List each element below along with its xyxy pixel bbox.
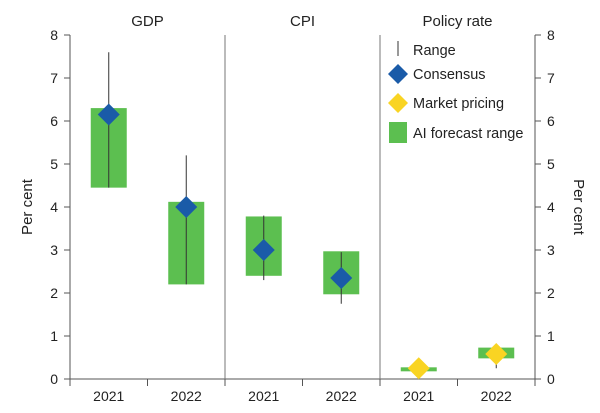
- y-tick-label-right: 8: [547, 27, 555, 43]
- y-tick-label-right: 4: [547, 199, 555, 215]
- consensus-marker: [330, 266, 353, 289]
- market-pricing-marker: [407, 357, 430, 380]
- x-tick-label: 2022: [481, 388, 512, 404]
- y-axis-title-right: Per cent: [570, 179, 587, 236]
- y-tick-label-right: 5: [547, 156, 555, 172]
- legend-forecast-swatch: [389, 122, 407, 143]
- legend-label-consensus: Consensus: [413, 67, 486, 83]
- consensus-marker: [175, 196, 198, 218]
- legend: Range Consensus Market pricing AI forecast …: [388, 41, 523, 143]
- forecast-range-bars: [90, 108, 515, 372]
- panel-title: GDP: [131, 13, 164, 30]
- y-tick-label-left: 6: [50, 113, 58, 129]
- y-tick-label-left: 0: [50, 371, 58, 387]
- x-tick-label: 2021: [93, 388, 124, 404]
- y-tick-label-left: 8: [50, 27, 58, 43]
- y-tick-label-left: 1: [50, 328, 58, 344]
- panel-title: CPI: [290, 13, 315, 30]
- panel-title: Policy rate: [422, 13, 492, 30]
- y-tick-label-left: 2: [50, 285, 58, 301]
- y-tick-label-left: 7: [50, 70, 58, 86]
- y-tick-label-left: 3: [50, 242, 58, 258]
- y-tick-label-right: 0: [547, 371, 555, 387]
- y-tick-label-right: 6: [547, 113, 555, 129]
- y-tick-label-left: 4: [50, 199, 58, 215]
- y-tick-label-right: 2: [547, 285, 555, 301]
- y-tick-label-left: 5: [50, 156, 58, 172]
- legend-market-pricing-swatch: [388, 93, 408, 113]
- y-tick-label-right: 3: [547, 242, 555, 258]
- x-tick-label: 2022: [171, 388, 202, 404]
- market-pricing-marker: [485, 343, 508, 366]
- legend-label-range: Range: [413, 43, 456, 59]
- x-tick-label: 2022: [326, 388, 357, 404]
- y-tick-label-right: 7: [547, 70, 555, 86]
- plot-frame: [64, 34, 541, 386]
- legend-label-market-pricing: Market pricing: [413, 96, 504, 112]
- x-tick-label: 2021: [248, 388, 279, 404]
- point-markers: [97, 103, 508, 380]
- y-tick-label-right: 1: [547, 328, 555, 344]
- axis-labels: 0 0 1 1 2 2 3 3 4 4 5 5 6 6 7 7 8 8 Per cent Per cent GDP 202…: [19, 13, 587, 404]
- y-axis-title-left: Per cent: [19, 178, 36, 235]
- legend-consensus-swatch: [388, 64, 408, 84]
- consensus-marker: [97, 103, 120, 126]
- legend-label-forecast-range: AI forecast range: [413, 126, 523, 142]
- x-tick-label: 2021: [403, 388, 434, 404]
- consensus-marker: [252, 239, 275, 261]
